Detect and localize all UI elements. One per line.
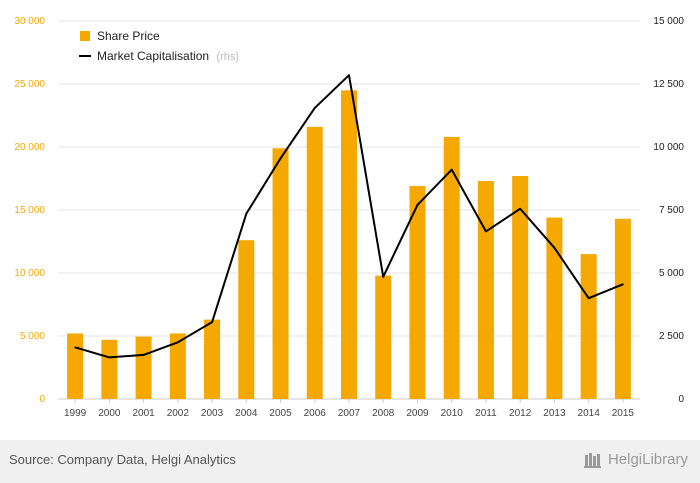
share-price-bar xyxy=(512,175,529,399)
share-price-bar xyxy=(238,240,255,399)
share-price-bar xyxy=(409,186,426,399)
share-price-bar xyxy=(546,217,563,399)
legend-market-cap-label: Market Capitalisation xyxy=(97,49,209,63)
right-tick-label: 5 000 xyxy=(659,268,684,279)
market-cap-point xyxy=(279,157,282,160)
right-tick-label: 0 xyxy=(678,394,684,405)
market-cap-point xyxy=(177,341,179,344)
market-cap-point xyxy=(587,297,590,300)
right-tick-label: 12 500 xyxy=(653,79,684,90)
market-cap-point xyxy=(485,230,487,233)
share-price-bar xyxy=(306,126,323,399)
share-price-bar xyxy=(272,148,289,399)
library-icon xyxy=(583,453,601,468)
x-tick-label: 2008 xyxy=(372,408,395,419)
market-cap-point xyxy=(519,207,521,210)
market-cap-point xyxy=(142,354,145,356)
x-tick-label: 2012 xyxy=(509,408,532,419)
left-tick-label: 20 000 xyxy=(14,142,45,153)
left-tick-label: 15 000 xyxy=(14,205,45,216)
share-price-bar xyxy=(67,333,84,399)
x-tick-label: 2000 xyxy=(98,408,121,419)
x-tick-label: 2013 xyxy=(543,408,566,419)
share-price-bar xyxy=(443,136,460,400)
x-tick-label: 2011 xyxy=(475,408,497,419)
x-tick-label: 2005 xyxy=(269,408,292,419)
x-tick-label: 2003 xyxy=(201,408,224,419)
share-price-bar xyxy=(477,181,494,399)
x-tick-label: 2007 xyxy=(338,408,361,419)
market-cap-line xyxy=(74,74,624,359)
x-tick-label: 2014 xyxy=(578,408,601,419)
x-tick-label: 2010 xyxy=(441,408,464,419)
share-price-bar xyxy=(614,218,631,399)
legend: Share Price Market Capitalisation (rhs) xyxy=(79,29,239,63)
market-cap-point xyxy=(450,168,453,171)
svg-text:Market Capitalisation (r: Market Capitalisation (rhs) xyxy=(97,49,239,63)
brand-name: HelgiLibrary xyxy=(607,450,688,468)
x-tick-label: 1999 xyxy=(64,408,87,419)
left-tick-label: 10 000 xyxy=(14,268,45,279)
source-note: Source: Company Data, Helgi Analytics xyxy=(9,452,236,467)
left-tick-label: 30 000 xyxy=(14,16,45,27)
x-tick-label: 2009 xyxy=(406,408,429,419)
x-tick-label: 2006 xyxy=(304,408,327,419)
share-price-bars xyxy=(67,90,631,400)
share-price-bar xyxy=(204,319,221,399)
right-axis-ticks: 0 2 500 5 000 7 500 10 000 12 500 15 000 xyxy=(653,16,684,405)
legend-rhs-note: (rhs) xyxy=(216,51,239,63)
left-axis-ticks: 0 5 000 10 000 15 000 20 000 25 000 30 000 xyxy=(14,16,45,405)
footer: Source: Company Data, Helgi Analytics He… xyxy=(0,440,700,483)
x-tick-label: 2002 xyxy=(167,408,190,419)
share-price-bar xyxy=(341,90,357,400)
x-tick-label: 2001 xyxy=(132,408,155,419)
market-cap-point xyxy=(211,321,213,323)
share-price-bar xyxy=(169,333,186,399)
market-cap-point xyxy=(313,107,316,109)
market-cap-point xyxy=(382,275,385,278)
left-tick-label: 0 xyxy=(39,394,45,405)
market-cap-point xyxy=(553,247,556,249)
share-price-bar xyxy=(375,275,392,399)
chart: 0 5 000 10 000 15 000 20 000 25 000 30 000 0 2 … xyxy=(14,16,684,419)
share-price-bar xyxy=(580,254,597,399)
market-cap-point xyxy=(108,356,111,359)
x-axis-ticks: 1999 2000 2001 2002 2003 2004 2005 2006 2007 2008… xyxy=(64,399,634,419)
right-tick-label: 15 000 xyxy=(653,16,684,27)
right-tick-label: 7 500 xyxy=(659,205,684,216)
market-cap-point xyxy=(245,212,248,215)
x-tick-label: 2004 xyxy=(235,408,258,419)
market-cap-point xyxy=(622,283,624,286)
left-tick-label: 5 000 xyxy=(20,331,45,342)
x-tick-label: 2015 xyxy=(612,408,635,419)
market-cap-point xyxy=(74,346,76,349)
legend-share-price-swatch xyxy=(80,31,90,41)
legend-share-price-label: Share Price xyxy=(97,29,160,43)
market-cap-point xyxy=(416,204,419,206)
share-price-bar xyxy=(101,339,118,399)
market-cap-point xyxy=(348,74,350,76)
right-tick-label: 2 500 xyxy=(659,331,684,342)
left-tick-label: 25 000 xyxy=(14,79,45,90)
brand-logo: HelgiLibrary xyxy=(583,449,688,469)
right-tick-label: 10 000 xyxy=(653,142,684,153)
share-price-bar xyxy=(135,336,152,399)
